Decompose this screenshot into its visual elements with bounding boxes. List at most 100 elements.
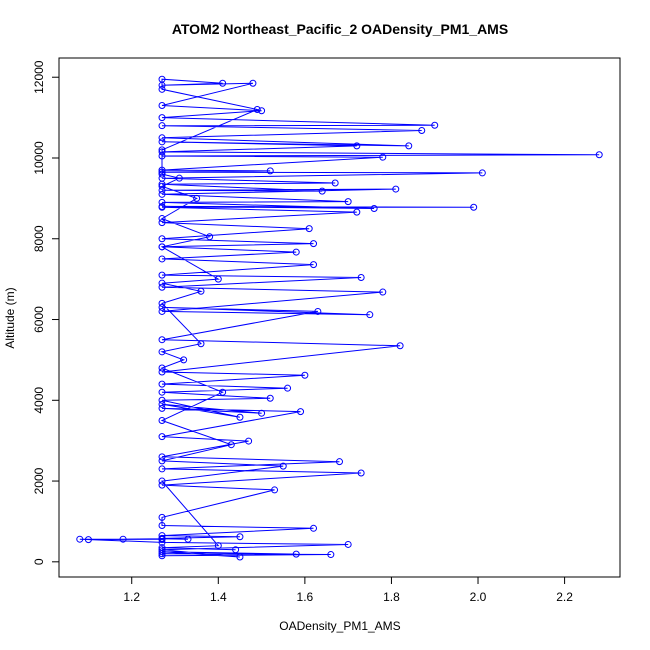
data-point — [284, 384, 292, 392]
data-point — [314, 307, 322, 315]
data-point — [158, 513, 166, 521]
y-tick-label: 8000 — [32, 225, 46, 252]
data-point — [301, 371, 309, 379]
data-point — [158, 190, 166, 198]
x-tick-label: 2.0 — [470, 590, 487, 604]
data-point — [249, 79, 257, 87]
x-tick-label: 1.2 — [123, 590, 140, 604]
data-point — [379, 288, 387, 296]
data-point — [158, 396, 166, 404]
data-point — [158, 235, 166, 243]
data-point — [214, 542, 222, 550]
data-point — [158, 75, 166, 83]
data-point — [76, 535, 84, 543]
x-tick-label: 1.4 — [210, 590, 227, 604]
data-point — [370, 204, 378, 212]
plot-frame — [58, 57, 621, 578]
data-point — [405, 142, 413, 150]
data-point — [158, 148, 166, 156]
data-point — [327, 551, 335, 559]
data-point — [184, 535, 192, 543]
data-point — [158, 299, 166, 307]
data-point — [158, 348, 166, 356]
data-point — [318, 187, 326, 195]
data-point — [193, 194, 201, 202]
data-point — [158, 219, 166, 227]
data-point — [158, 168, 166, 176]
data-point — [158, 364, 166, 372]
data-point — [478, 169, 486, 177]
data-point — [310, 240, 318, 248]
x-tick-label: 1.8 — [383, 590, 400, 604]
data-point — [336, 458, 343, 466]
chart-title: ATOM2 Northeast_Pacific_2 OADensity_PM1_… — [172, 21, 508, 37]
x-tick-label: 2.2 — [556, 590, 573, 604]
data-point — [84, 536, 92, 544]
data-point — [175, 174, 183, 182]
data-point — [158, 215, 166, 223]
data-point — [214, 275, 222, 283]
data-point — [219, 388, 227, 396]
data-point — [158, 532, 166, 540]
data-point — [158, 546, 166, 554]
data-point — [470, 203, 478, 211]
data-point — [253, 106, 261, 114]
data-point — [158, 307, 166, 315]
y-tick-label: 6000 — [32, 306, 46, 333]
data-point — [158, 416, 166, 424]
data-point — [158, 114, 166, 122]
data-point — [180, 356, 188, 364]
data-point — [158, 182, 166, 190]
data-point — [158, 122, 166, 130]
data-point — [158, 202, 166, 210]
data-point — [379, 153, 387, 161]
data-point — [158, 271, 166, 279]
data-point — [310, 524, 318, 532]
data-point — [158, 380, 166, 388]
data-point — [158, 538, 166, 546]
data-point — [158, 457, 166, 465]
data-point — [357, 274, 365, 282]
data-point — [158, 134, 166, 142]
x-tick-label: 1.6 — [297, 590, 314, 604]
data-point — [158, 85, 166, 93]
data-point — [158, 279, 166, 287]
data-point — [344, 198, 352, 206]
data-point — [158, 138, 166, 146]
data-point — [344, 540, 352, 548]
data-point — [158, 465, 166, 473]
data-point — [197, 287, 205, 295]
y-axis-label: Altitude (m) — [3, 287, 17, 348]
data-point — [158, 433, 166, 441]
data-point — [258, 107, 266, 115]
data-point — [310, 261, 318, 269]
y-tick-label: 4000 — [32, 387, 46, 414]
data-point — [158, 255, 166, 263]
data-point — [158, 101, 166, 109]
data-point — [292, 248, 300, 256]
data-point — [279, 462, 287, 470]
y-tick-label: 0 — [32, 558, 46, 565]
data-point — [232, 546, 240, 554]
data-point — [353, 142, 361, 150]
data-point — [236, 533, 244, 541]
data-point — [158, 400, 166, 408]
data-point — [158, 303, 166, 311]
data-point — [158, 453, 166, 461]
data-point — [158, 544, 166, 552]
data-point — [158, 198, 166, 206]
data-point — [353, 208, 361, 216]
data-point — [392, 185, 400, 193]
data-point — [236, 553, 244, 561]
data-point — [158, 548, 166, 556]
data-point — [396, 342, 404, 350]
data-point — [266, 394, 274, 402]
y-tick-label: 2000 — [32, 467, 46, 494]
data-point — [158, 404, 166, 412]
data-point — [158, 166, 166, 174]
data-point — [266, 167, 274, 175]
data-point — [158, 534, 166, 542]
data-point — [158, 521, 166, 529]
